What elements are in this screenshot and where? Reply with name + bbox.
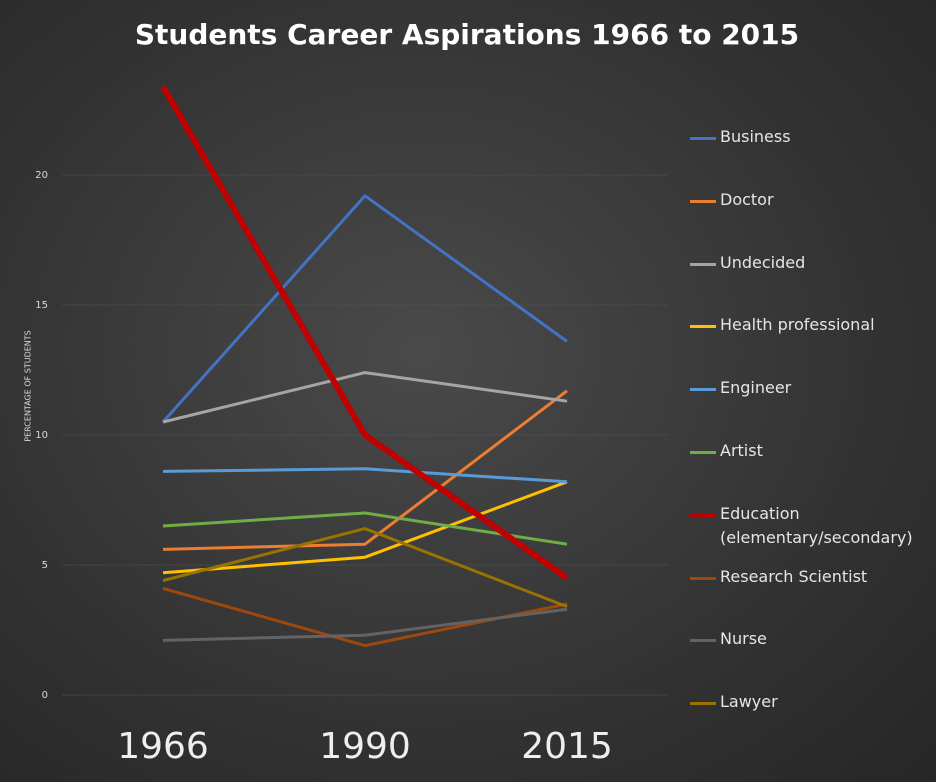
legend-item: Artist [690, 439, 925, 463]
legend-swatch [690, 388, 716, 392]
series-line [162, 467, 568, 484]
legend-swatch [690, 262, 716, 266]
series-line [162, 607, 568, 642]
legend-label: Artist [720, 441, 763, 460]
legend-swatch [690, 513, 716, 518]
x-tick-label: 1966 [117, 726, 209, 767]
legend-item: Doctor [690, 188, 925, 212]
legend-label: Lawyer [720, 692, 778, 712]
legend-swatch [690, 199, 716, 203]
legend-swatch [690, 702, 716, 706]
legend-item: Education (elementary/secondary) [690, 502, 925, 550]
y-tick-label: 0 [42, 690, 48, 701]
legend-label: Education (elementary/secondary) [720, 503, 913, 547]
legend-item: Health professional [690, 313, 925, 337]
legend-label: Research Scientist [720, 566, 868, 586]
legend-label: Doctor [720, 189, 774, 209]
legend-item: Business [690, 125, 925, 149]
y-tick-label: 20 [35, 170, 48, 181]
legend-swatch [690, 137, 716, 140]
legend-item: Nurse [690, 627, 925, 651]
y-tick-label: 5 [42, 560, 48, 571]
legend-label: Health professional [720, 315, 875, 335]
legend-label: Undecided [720, 252, 806, 272]
legend-swatch [690, 639, 716, 643]
legend-item: Lawyer [690, 690, 925, 714]
x-tick-label: 2015 [521, 726, 613, 767]
legend-item: Research Scientist [690, 565, 925, 589]
legend-swatch [690, 451, 716, 454]
series-line [162, 389, 568, 551]
series-line [160, 85, 569, 581]
y-tick-label: 15 [35, 300, 48, 311]
legend-item: Undecided [690, 251, 925, 275]
series-line [162, 371, 568, 424]
x-tick-label: 1990 [319, 726, 411, 767]
series-line [162, 480, 568, 575]
series-line [161, 194, 568, 423]
legend-swatch [690, 325, 716, 329]
y-tick-label: 10 [35, 430, 48, 441]
legend-label: Business [720, 127, 791, 146]
legend-swatch [690, 576, 716, 580]
legend-item: Engineer [690, 376, 925, 400]
y-axis-label: PERCENTAGE OF STUDENTS [24, 330, 33, 441]
chart-title: Students Career Aspirations 1966 to 2015 [135, 18, 799, 51]
legend-label: Nurse [720, 629, 767, 649]
legend-label: Engineer [720, 378, 792, 398]
series-line [162, 527, 568, 608]
